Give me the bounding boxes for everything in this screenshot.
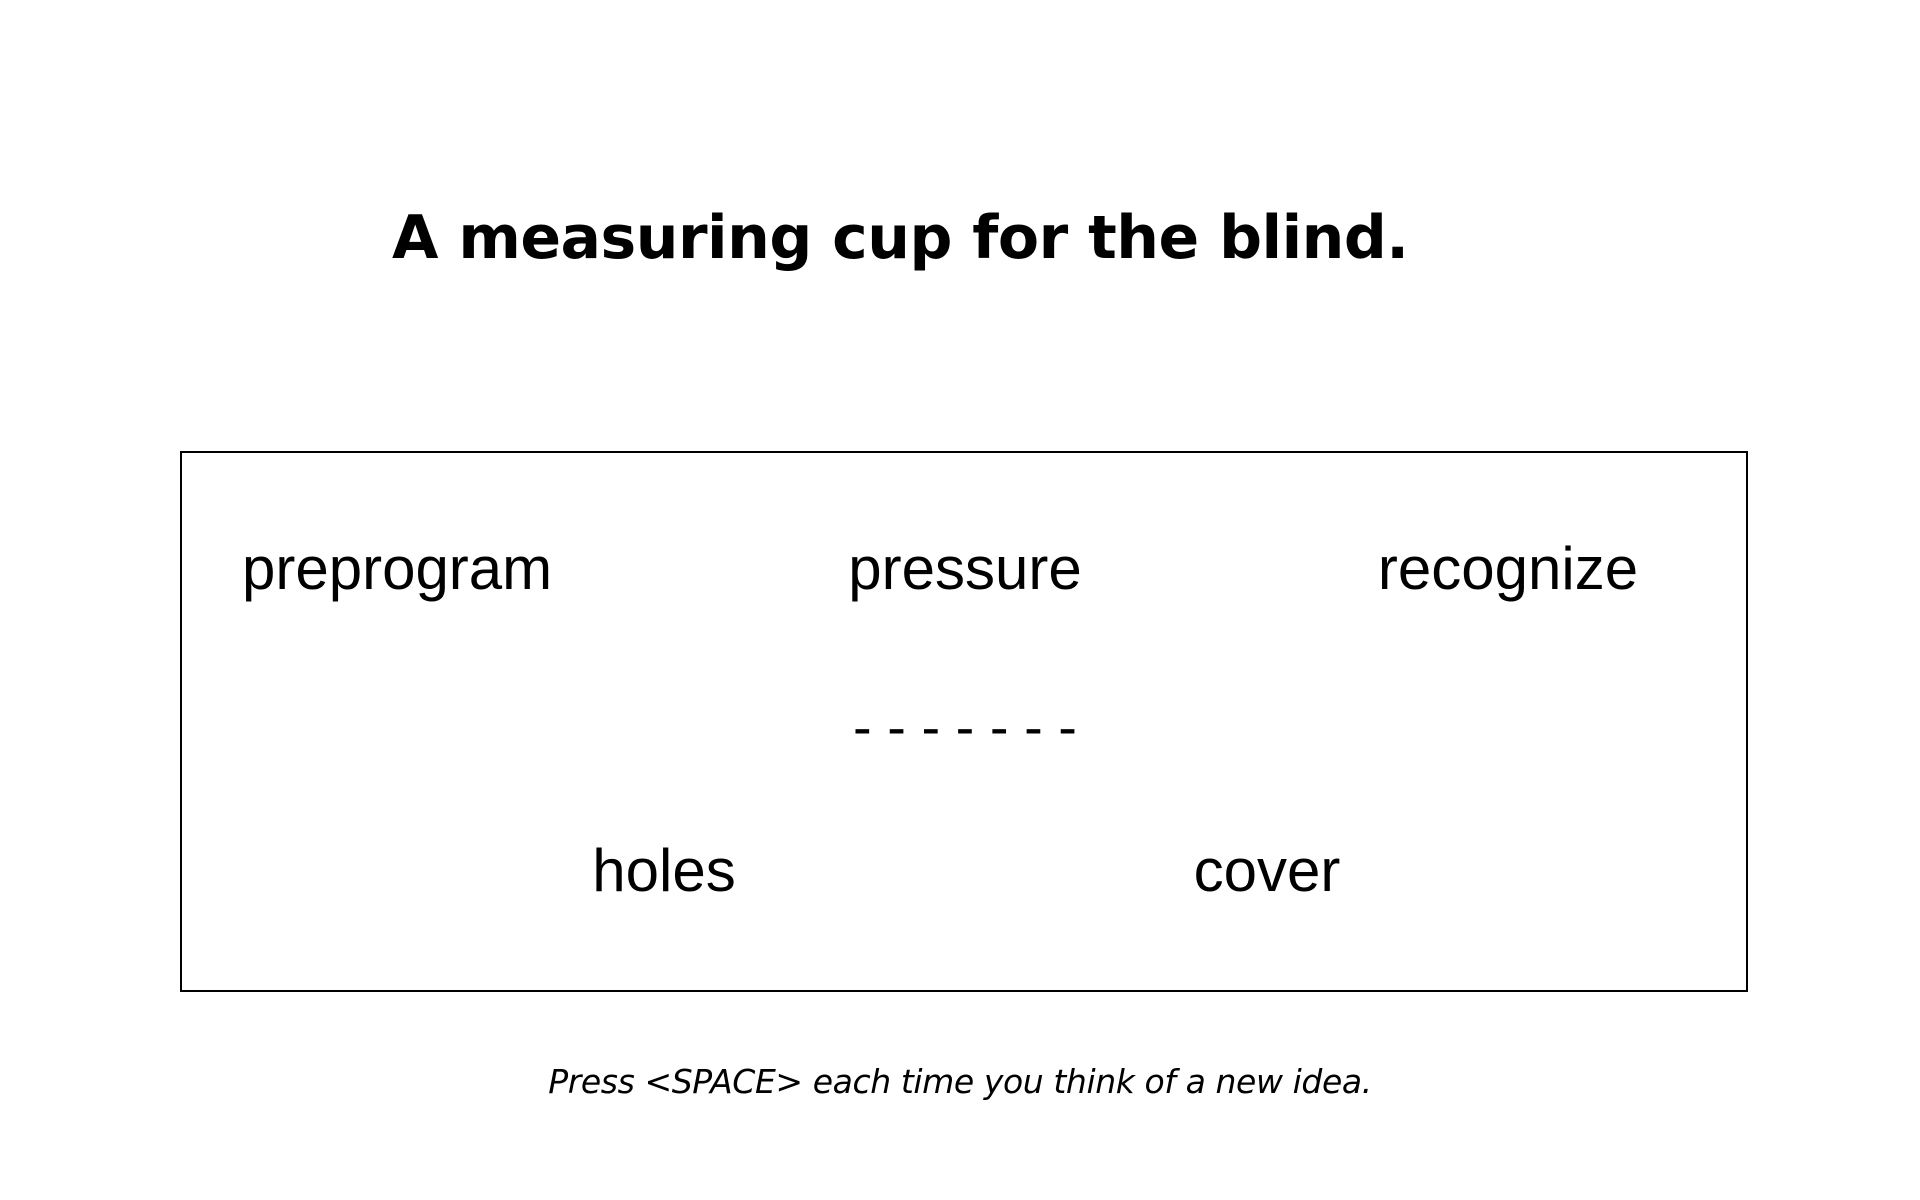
word-panel — [180, 451, 1748, 992]
stimulus-word-recognize: recognize — [1377, 535, 1639, 602]
stimulus-word-pressure: pressure — [848, 535, 1082, 602]
instruction-text: Press <SPACE> each time you think of a n… — [548, 1062, 1372, 1101]
blank-dashes: - - - - - - - — [853, 695, 1077, 758]
stimulus-word-preprogram: preprogram — [242, 535, 553, 602]
prompt-title: A measuring cup for the blind. — [392, 203, 1409, 273]
stimulus-word-cover: cover — [1193, 837, 1341, 904]
stimulus-word-holes: holes — [592, 837, 736, 904]
